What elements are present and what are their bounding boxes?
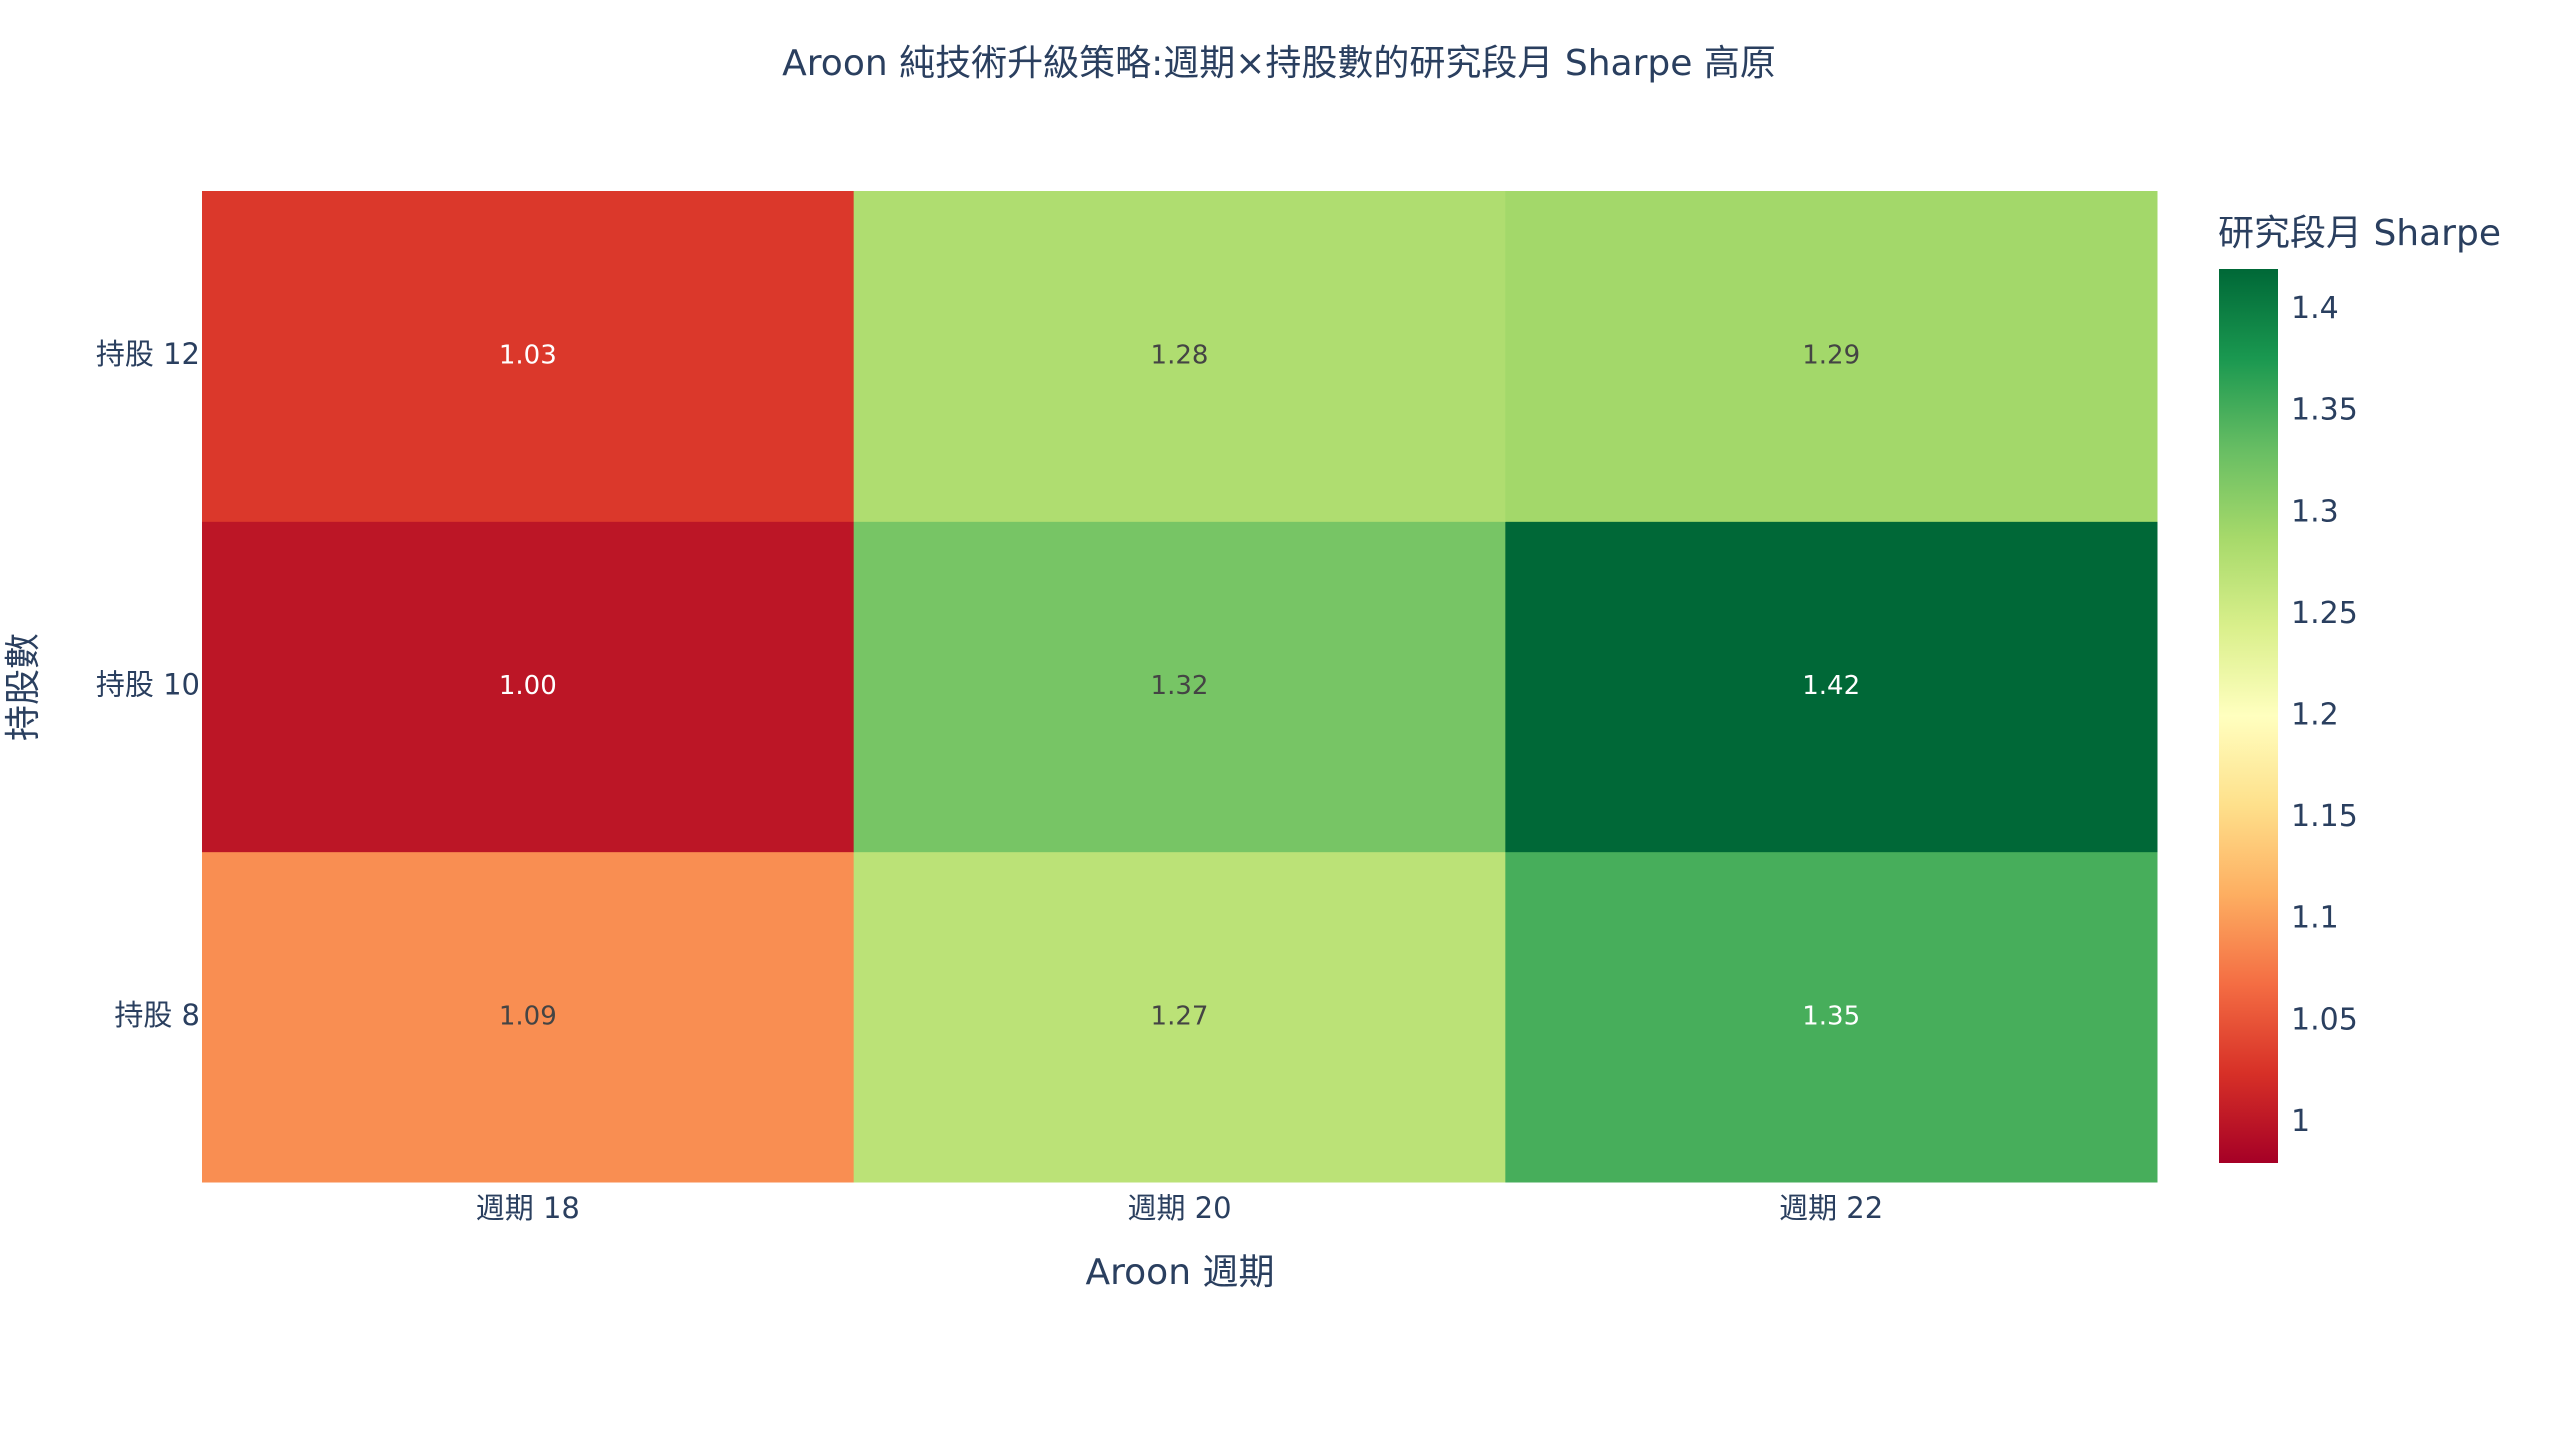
cell-label: 1.35 — [1802, 1001, 1860, 1031]
heatmap-cell — [1505, 521, 2158, 853]
heatmap-cell — [1505, 191, 2158, 522]
cell-label: 1.00 — [499, 671, 557, 701]
cell-label: 1.09 — [499, 1001, 557, 1031]
colorbar-tick-label: 1.4 — [2291, 291, 2339, 326]
cell-label: 1.03 — [499, 341, 557, 371]
cell-label: 1.27 — [1151, 1001, 1209, 1031]
heatmap-cell — [202, 851, 855, 1183]
heatmap-cell — [853, 851, 1506, 1183]
y-tick-label: 持股 12 — [96, 337, 200, 371]
x-tick-label: 週期 18 — [476, 1191, 580, 1225]
colorbar-tick-label: 1.25 — [2291, 596, 2358, 631]
cell-label: 1.29 — [1802, 341, 1860, 371]
y-axis-title: 持股數 — [3, 633, 44, 741]
heatmap-cell — [853, 191, 1506, 522]
heatmap-cell — [1505, 851, 2158, 1183]
colorbar-title: 研究段月 Sharpe — [2218, 213, 2501, 254]
cell-label: 1.32 — [1151, 671, 1209, 701]
colorbar-tick-label: 1.2 — [2291, 698, 2339, 733]
heatmap-cell — [853, 521, 1506, 853]
heatmap-cell — [202, 521, 855, 853]
x-tick-label: 週期 20 — [1127, 1191, 1231, 1225]
x-tick-label: 週期 22 — [1779, 1191, 1883, 1225]
colorbar-tick-label: 1.15 — [2291, 799, 2358, 834]
colorbar-tick-label: 1.35 — [2291, 393, 2358, 428]
heatmap-cell — [202, 191, 855, 522]
x-axis-title: Aroon 週期 — [1086, 1252, 1275, 1293]
colorbar-tick-label: 1.3 — [2291, 494, 2339, 529]
chart-title: Aroon 純技術升級策略:週期×持股數的研究段月 Sharpe 高原 — [782, 43, 1776, 84]
colorbar — [2219, 269, 2278, 1163]
y-tick-label: 持股 10 — [96, 668, 200, 702]
colorbar-tick-label: 1.05 — [2291, 1002, 2358, 1037]
cell-label: 1.42 — [1802, 671, 1860, 701]
y-tick-label: 持股 8 — [114, 998, 200, 1032]
cell-label: 1.28 — [1151, 341, 1209, 371]
colorbar-tick-label: 1 — [2291, 1104, 2310, 1139]
colorbar-tick-label: 1.1 — [2291, 901, 2339, 936]
